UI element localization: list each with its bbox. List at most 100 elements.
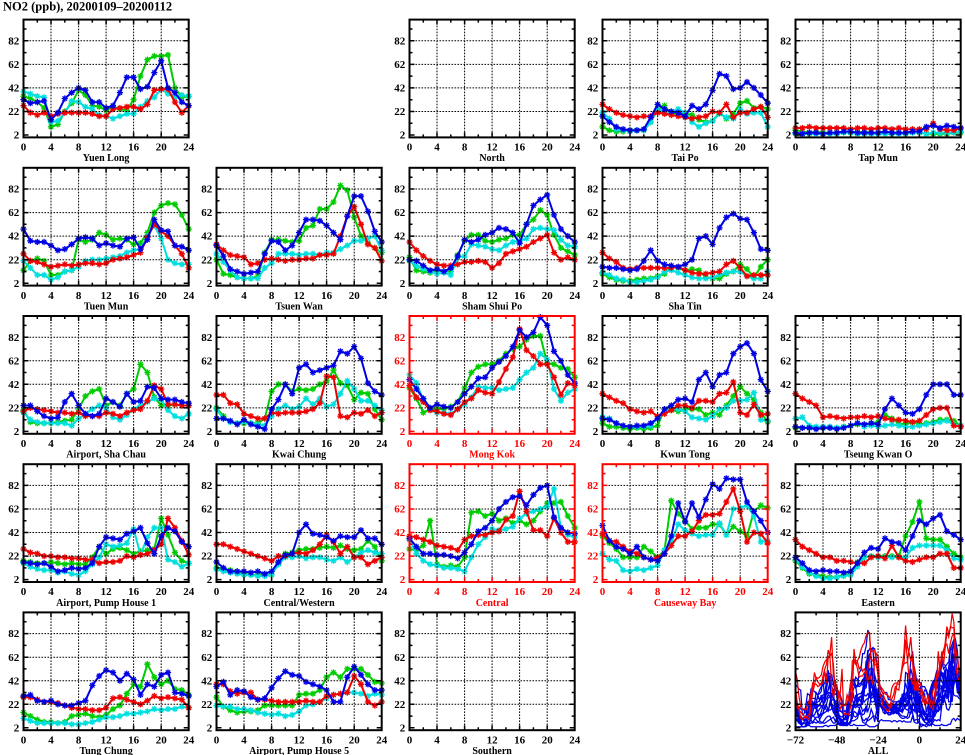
svg-text:4: 4 [434, 734, 440, 746]
svg-text:8: 8 [462, 438, 468, 450]
svg-text:22: 22 [201, 699, 213, 711]
svg-text:42: 42 [8, 675, 20, 687]
svg-text:42: 42 [780, 527, 792, 539]
svg-text:42: 42 [394, 379, 406, 391]
svg-text:22: 22 [780, 106, 792, 118]
svg-text:22: 22 [8, 106, 20, 118]
svg-text:20: 20 [349, 290, 361, 302]
svg-text:62: 62 [201, 207, 213, 219]
svg-text:24: 24 [376, 438, 388, 450]
svg-text:82: 82 [394, 480, 406, 492]
svg-text:42: 42 [8, 379, 20, 391]
svg-text:12: 12 [487, 438, 499, 450]
svg-text:24: 24 [569, 142, 581, 154]
svg-text:12: 12 [680, 586, 692, 598]
svg-text:4: 4 [627, 142, 633, 154]
svg-text:2: 2 [400, 130, 406, 142]
svg-text:62: 62 [780, 652, 792, 664]
svg-text:4: 4 [48, 438, 54, 450]
svg-text:62: 62 [394, 504, 406, 516]
svg-text:2: 2 [400, 722, 406, 734]
svg-text:2: 2 [400, 426, 406, 438]
svg-text:8: 8 [848, 142, 854, 154]
svg-text:8: 8 [76, 586, 82, 598]
svg-text:82: 82 [8, 480, 20, 492]
svg-text:Eastern: Eastern [861, 598, 895, 609]
svg-text:8: 8 [76, 142, 82, 154]
svg-text:8: 8 [76, 290, 82, 302]
svg-text:0: 0 [407, 734, 413, 746]
svg-text:24: 24 [183, 734, 195, 746]
svg-text:22: 22 [394, 551, 406, 563]
svg-text:12: 12 [487, 290, 499, 302]
svg-text:16: 16 [514, 586, 526, 598]
svg-text:42: 42 [8, 527, 20, 539]
svg-text:16: 16 [707, 142, 719, 154]
svg-text:Tai Po: Tai Po [672, 153, 699, 164]
svg-text:Sham Shui Po: Sham Shui Po [462, 301, 522, 312]
svg-text:22: 22 [201, 551, 213, 563]
svg-text:12: 12 [487, 734, 499, 746]
svg-text:20: 20 [156, 438, 168, 450]
svg-text:62: 62 [587, 207, 599, 219]
svg-text:82: 82 [394, 628, 406, 640]
svg-text:0: 0 [793, 438, 799, 450]
svg-text:24: 24 [955, 734, 965, 746]
svg-text:82: 82 [201, 480, 213, 492]
svg-text:2: 2 [14, 574, 20, 586]
svg-text:62: 62 [394, 652, 406, 664]
svg-text:−48: −48 [828, 734, 846, 746]
svg-text:16: 16 [707, 438, 719, 450]
svg-text:42: 42 [780, 675, 792, 687]
svg-text:2: 2 [593, 278, 599, 290]
svg-text:2: 2 [400, 574, 406, 586]
svg-text:24: 24 [376, 734, 388, 746]
svg-text:16: 16 [128, 438, 140, 450]
svg-text:20: 20 [349, 586, 361, 598]
svg-text:8: 8 [655, 142, 661, 154]
svg-text:16: 16 [514, 142, 526, 154]
svg-text:Tap Mun: Tap Mun [858, 153, 898, 164]
svg-text:12: 12 [873, 438, 885, 450]
svg-text:82: 82 [8, 35, 20, 47]
svg-text:4: 4 [627, 586, 633, 598]
svg-text:8: 8 [462, 586, 468, 598]
svg-text:22: 22 [201, 254, 213, 266]
svg-text:82: 82 [201, 184, 213, 196]
svg-text:62: 62 [8, 59, 20, 71]
svg-text:2: 2 [207, 722, 213, 734]
svg-text:20: 20 [349, 438, 361, 450]
svg-text:62: 62 [587, 355, 599, 367]
svg-text:0: 0 [600, 438, 606, 450]
svg-text:2: 2 [14, 278, 20, 290]
svg-text:ALL: ALL [868, 746, 889, 755]
svg-text:22: 22 [394, 403, 406, 415]
svg-text:62: 62 [201, 355, 213, 367]
svg-text:8: 8 [655, 290, 661, 302]
svg-text:16: 16 [128, 586, 140, 598]
svg-text:Kwai Chung: Kwai Chung [272, 450, 326, 461]
svg-text:82: 82 [8, 184, 20, 196]
svg-text:24: 24 [955, 142, 965, 154]
svg-text:2: 2 [14, 722, 20, 734]
svg-text:16: 16 [321, 290, 333, 302]
svg-text:22: 22 [394, 699, 406, 711]
svg-text:8: 8 [269, 438, 275, 450]
svg-text:22: 22 [8, 699, 20, 711]
svg-text:4: 4 [434, 586, 440, 598]
svg-text:8: 8 [76, 438, 82, 450]
svg-text:82: 82 [394, 184, 406, 196]
svg-text:20: 20 [542, 290, 554, 302]
svg-text:82: 82 [587, 332, 599, 344]
svg-text:8: 8 [462, 734, 468, 746]
svg-text:0: 0 [407, 142, 413, 154]
svg-text:24: 24 [183, 438, 195, 450]
svg-text:22: 22 [587, 106, 599, 118]
svg-text:82: 82 [8, 628, 20, 640]
svg-text:Airport, Sha Chau: Airport, Sha Chau [66, 450, 146, 461]
svg-text:24: 24 [955, 438, 965, 450]
svg-text:Tung Chung: Tung Chung [79, 746, 132, 755]
svg-text:42: 42 [587, 527, 599, 539]
svg-text:0: 0 [407, 290, 413, 302]
svg-text:20: 20 [156, 290, 168, 302]
